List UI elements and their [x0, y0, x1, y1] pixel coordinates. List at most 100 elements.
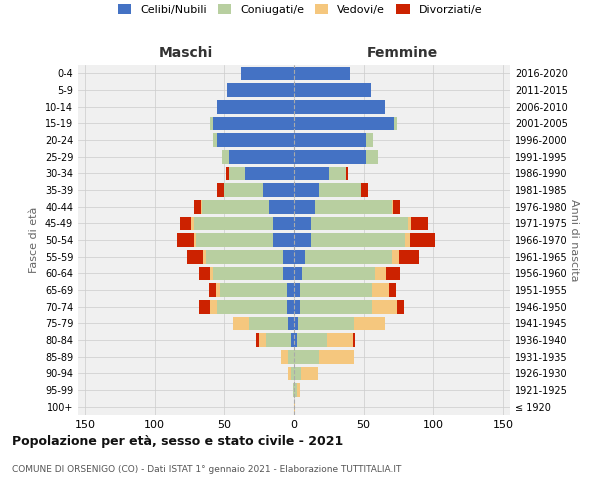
Bar	[372, 283, 389, 297]
Bar	[291, 333, 294, 347]
Bar	[259, 333, 266, 347]
Text: Femmine: Femmine	[367, 46, 437, 60]
Bar	[294, 350, 319, 364]
Bar	[191, 216, 194, 230]
Bar	[294, 383, 297, 397]
Bar	[294, 266, 302, 280]
Y-axis label: Fasce di età: Fasce di età	[29, 207, 39, 273]
Bar	[211, 300, 217, 314]
Bar	[386, 266, 400, 280]
Bar	[289, 366, 291, 380]
Bar	[200, 200, 202, 213]
Bar	[367, 150, 377, 164]
Bar	[315, 200, 392, 213]
Bar	[311, 216, 408, 230]
Bar	[269, 200, 294, 213]
Bar	[294, 400, 295, 413]
Bar	[209, 283, 216, 297]
Bar	[229, 150, 294, 164]
Bar	[287, 300, 294, 314]
Bar	[367, 133, 373, 147]
Bar	[354, 316, 385, 330]
Bar	[294, 200, 315, 213]
Bar	[294, 133, 367, 147]
Bar	[305, 250, 392, 264]
Bar	[289, 316, 294, 330]
Bar	[392, 250, 398, 264]
Bar	[256, 333, 259, 347]
Bar	[353, 333, 355, 347]
Bar	[392, 200, 393, 213]
Bar	[408, 216, 411, 230]
Bar	[302, 266, 375, 280]
Bar	[294, 283, 299, 297]
Bar	[273, 233, 294, 247]
Bar	[224, 183, 263, 197]
Bar	[177, 233, 194, 247]
Bar	[220, 283, 287, 297]
Bar	[298, 316, 354, 330]
Bar	[199, 300, 211, 314]
Bar	[411, 216, 428, 230]
Bar	[194, 216, 273, 230]
Bar	[299, 300, 372, 314]
Bar	[346, 166, 349, 180]
Bar	[196, 233, 273, 247]
Bar	[397, 300, 404, 314]
Bar	[329, 166, 346, 180]
Bar	[213, 266, 283, 280]
Legend: Celibi/Nubili, Coniugati/e, Vedovi/e, Divorziati/e: Celibi/Nubili, Coniugati/e, Vedovi/e, Di…	[113, 0, 487, 20]
Bar	[283, 250, 294, 264]
Bar	[361, 183, 368, 197]
Bar	[217, 100, 294, 114]
Bar	[217, 133, 294, 147]
Bar	[294, 83, 371, 97]
Text: Popolazione per età, sesso e stato civile - 2021: Popolazione per età, sesso e stato civil…	[12, 435, 343, 448]
Bar	[294, 166, 329, 180]
Bar	[233, 316, 250, 330]
Bar	[213, 116, 294, 130]
Bar	[221, 150, 229, 164]
Bar	[389, 283, 396, 297]
Bar	[199, 266, 211, 280]
Bar	[294, 66, 350, 80]
Bar	[294, 150, 367, 164]
Bar	[202, 200, 269, 213]
Bar	[406, 233, 410, 247]
Bar	[187, 250, 203, 264]
Bar	[291, 366, 294, 380]
Bar	[206, 250, 283, 264]
Bar	[273, 216, 294, 230]
Bar	[294, 216, 311, 230]
Bar	[394, 116, 397, 130]
Bar	[301, 366, 317, 380]
Text: COMUNE DI ORSENIGO (CO) - Dati ISTAT 1° gennaio 2021 - Elaborazione TUTTITALIA.I: COMUNE DI ORSENIGO (CO) - Dati ISTAT 1° …	[12, 465, 401, 474]
Bar	[250, 316, 289, 330]
Bar	[372, 300, 397, 314]
Bar	[294, 233, 311, 247]
Bar	[294, 333, 297, 347]
Bar	[213, 133, 217, 147]
Bar	[211, 266, 213, 280]
Bar	[294, 183, 319, 197]
Text: Maschi: Maschi	[159, 46, 213, 60]
Bar	[410, 233, 435, 247]
Bar	[398, 250, 419, 264]
Bar	[294, 300, 299, 314]
Bar	[297, 383, 299, 397]
Bar	[297, 333, 328, 347]
Bar	[294, 100, 385, 114]
Y-axis label: Anni di nascita: Anni di nascita	[569, 198, 579, 281]
Bar	[293, 383, 294, 397]
Bar	[283, 266, 294, 280]
Bar	[319, 350, 354, 364]
Bar	[203, 250, 206, 264]
Bar	[194, 200, 200, 213]
Bar	[311, 233, 406, 247]
Bar	[229, 166, 245, 180]
Bar	[294, 316, 298, 330]
Bar	[294, 116, 394, 130]
Bar	[263, 183, 294, 197]
Bar	[180, 216, 191, 230]
Bar	[227, 83, 294, 97]
